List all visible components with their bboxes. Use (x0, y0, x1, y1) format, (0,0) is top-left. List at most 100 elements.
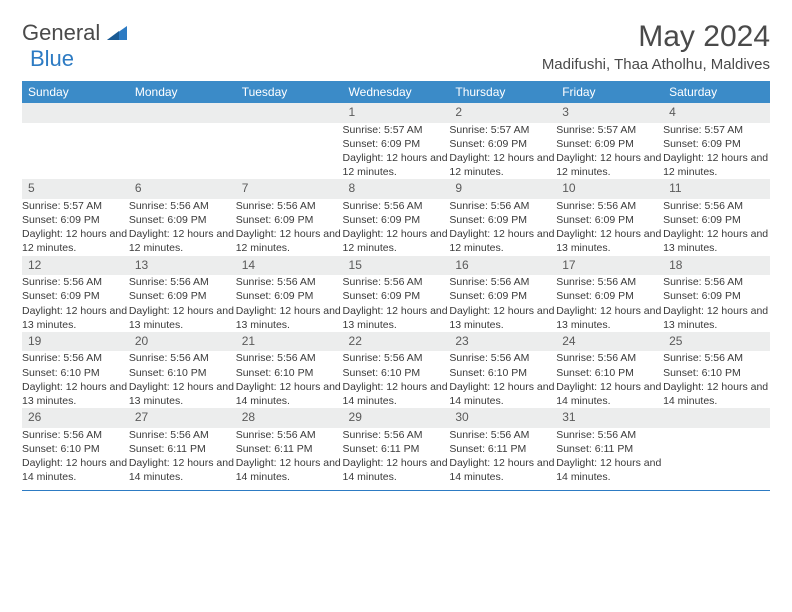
day-detail-row: Sunrise: 5:56 AMSunset: 6:10 PMDaylight:… (22, 351, 770, 408)
day-number-cell: 16 (449, 256, 556, 276)
day-detail-cell: Sunrise: 5:56 AMSunset: 6:09 PMDaylight:… (22, 275, 129, 332)
day-number-cell: 15 (343, 256, 450, 276)
logo-text-general: General (22, 20, 100, 45)
day-detail-cell: Sunrise: 5:56 AMSunset: 6:10 PMDaylight:… (449, 351, 556, 408)
day-number-cell: 19 (22, 332, 129, 352)
day-number-row: 19202122232425 (22, 332, 770, 352)
day-number: 5 (22, 179, 129, 199)
day-number-cell: 20 (129, 332, 236, 352)
logo: General Blue (22, 20, 127, 72)
day-detail-cell: Sunrise: 5:56 AMSunset: 6:09 PMDaylight:… (663, 199, 770, 256)
logo-text-blue: Blue (30, 46, 74, 71)
day-number-cell: 12 (22, 256, 129, 276)
day-detail-cell: Sunrise: 5:56 AMSunset: 6:09 PMDaylight:… (236, 275, 343, 332)
day-detail-cell: Sunrise: 5:57 AMSunset: 6:09 PMDaylight:… (556, 123, 663, 180)
day-number: 15 (343, 256, 450, 276)
day-number-cell: 27 (129, 408, 236, 428)
day-detail-cell: Sunrise: 5:56 AMSunset: 6:09 PMDaylight:… (663, 275, 770, 332)
header-right: May 2024 Madifushi, Thaa Atholhu, Maldiv… (542, 20, 770, 73)
day-number-cell: 23 (449, 332, 556, 352)
day-number (129, 103, 236, 107)
day-number: 10 (556, 179, 663, 199)
weekday-header: Wednesday (343, 81, 450, 103)
day-number-cell: 13 (129, 256, 236, 276)
logo-triangle-icon (107, 26, 127, 45)
weekday-header: Monday (129, 81, 236, 103)
day-number: 21 (236, 332, 343, 352)
day-detail-cell: Sunrise: 5:56 AMSunset: 6:10 PMDaylight:… (343, 351, 450, 408)
day-number: 16 (449, 256, 556, 276)
day-number (663, 408, 770, 412)
day-number-cell: 22 (343, 332, 450, 352)
day-detail-cell: Sunrise: 5:56 AMSunset: 6:11 PMDaylight:… (343, 428, 450, 491)
day-number (236, 103, 343, 107)
day-number: 9 (449, 179, 556, 199)
day-detail-cell: Sunrise: 5:56 AMSunset: 6:10 PMDaylight:… (663, 351, 770, 408)
page-header: General Blue May 2024 Madifushi, Thaa At… (22, 20, 770, 73)
day-detail-cell (663, 428, 770, 491)
day-detail-cell (236, 123, 343, 180)
day-detail-cell: Sunrise: 5:56 AMSunset: 6:10 PMDaylight:… (556, 351, 663, 408)
day-number-cell: 26 (22, 408, 129, 428)
day-detail-cell: Sunrise: 5:56 AMSunset: 6:09 PMDaylight:… (129, 199, 236, 256)
weekday-header: Thursday (449, 81, 556, 103)
day-detail-cell: Sunrise: 5:57 AMSunset: 6:09 PMDaylight:… (343, 123, 450, 180)
day-number: 26 (22, 408, 129, 428)
day-number-cell: 5 (22, 179, 129, 199)
day-number-cell: 29 (343, 408, 450, 428)
day-detail-cell: Sunrise: 5:56 AMSunset: 6:09 PMDaylight:… (343, 199, 450, 256)
day-detail-cell: Sunrise: 5:57 AMSunset: 6:09 PMDaylight:… (663, 123, 770, 180)
day-number-cell: 3 (556, 103, 663, 123)
day-detail-cell: Sunrise: 5:56 AMSunset: 6:11 PMDaylight:… (556, 428, 663, 491)
bottom-rule (22, 490, 770, 491)
day-number: 30 (449, 408, 556, 428)
day-detail-cell: Sunrise: 5:56 AMSunset: 6:09 PMDaylight:… (343, 275, 450, 332)
day-number-cell: 28 (236, 408, 343, 428)
day-number-cell: 31 (556, 408, 663, 428)
day-number: 20 (129, 332, 236, 352)
month-title: May 2024 (542, 20, 770, 54)
day-number: 12 (22, 256, 129, 276)
day-number-cell (663, 408, 770, 428)
day-detail-cell: Sunrise: 5:56 AMSunset: 6:09 PMDaylight:… (556, 199, 663, 256)
day-number-cell: 4 (663, 103, 770, 123)
day-number-cell: 25 (663, 332, 770, 352)
day-number: 11 (663, 179, 770, 199)
day-number-row: 262728293031 (22, 408, 770, 428)
calendar-body: 1234Sunrise: 5:57 AMSunset: 6:09 PMDayli… (22, 103, 770, 490)
day-detail-cell: Sunrise: 5:56 AMSunset: 6:10 PMDaylight:… (236, 351, 343, 408)
day-number-cell: 1 (343, 103, 450, 123)
day-number-cell: 17 (556, 256, 663, 276)
day-number-cell (236, 103, 343, 123)
day-number: 25 (663, 332, 770, 352)
day-number-cell: 24 (556, 332, 663, 352)
weekday-header: Sunday (22, 81, 129, 103)
day-detail-cell: Sunrise: 5:56 AMSunset: 6:10 PMDaylight:… (129, 351, 236, 408)
day-number-row: 12131415161718 (22, 256, 770, 276)
day-number-cell (129, 103, 236, 123)
day-number: 3 (556, 103, 663, 123)
weekday-header: Friday (556, 81, 663, 103)
day-number (22, 103, 129, 107)
calendar-table: Sunday Monday Tuesday Wednesday Thursday… (22, 81, 770, 490)
day-number: 2 (449, 103, 556, 123)
day-number-cell: 11 (663, 179, 770, 199)
calendar-header-row: Sunday Monday Tuesday Wednesday Thursday… (22, 81, 770, 103)
day-number: 28 (236, 408, 343, 428)
day-number-cell: 21 (236, 332, 343, 352)
day-detail-cell: Sunrise: 5:56 AMSunset: 6:09 PMDaylight:… (129, 275, 236, 332)
calendar-page: General Blue May 2024 Madifushi, Thaa At… (0, 0, 792, 491)
day-detail-cell (22, 123, 129, 180)
day-number: 7 (236, 179, 343, 199)
day-number: 13 (129, 256, 236, 276)
location-text: Madifushi, Thaa Atholhu, Maldives (542, 56, 770, 73)
day-detail-cell: Sunrise: 5:56 AMSunset: 6:10 PMDaylight:… (22, 428, 129, 491)
day-number-cell: 8 (343, 179, 450, 199)
day-number: 24 (556, 332, 663, 352)
day-detail-row: Sunrise: 5:57 AMSunset: 6:09 PMDaylight:… (22, 199, 770, 256)
day-number: 6 (129, 179, 236, 199)
day-number-cell: 6 (129, 179, 236, 199)
day-number: 14 (236, 256, 343, 276)
day-number: 29 (343, 408, 450, 428)
day-detail-row: Sunrise: 5:57 AMSunset: 6:09 PMDaylight:… (22, 123, 770, 180)
